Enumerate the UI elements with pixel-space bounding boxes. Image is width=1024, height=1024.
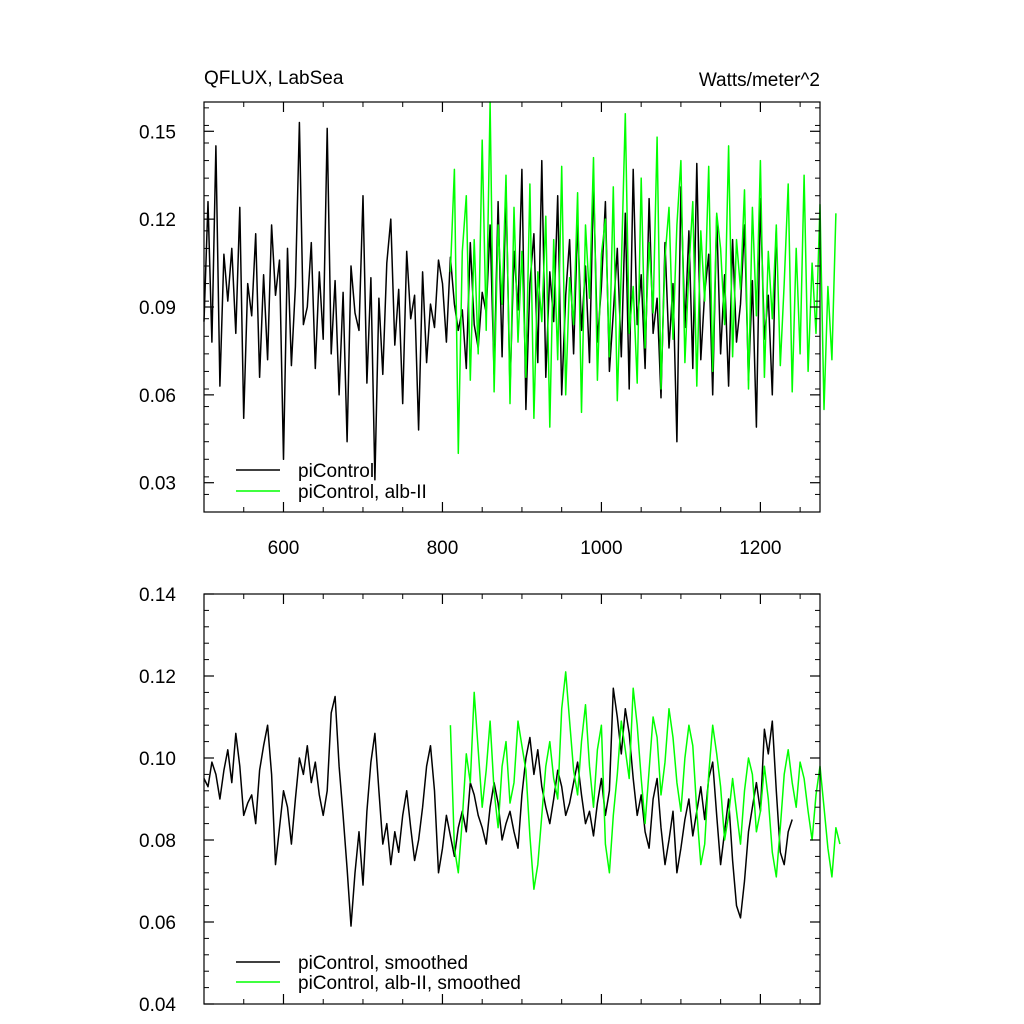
x-tick-label: 1000 — [580, 538, 622, 559]
y-tick-label: 0.03 — [139, 474, 176, 495]
x-tick-label: 600 — [268, 538, 300, 559]
y-tick-label: 0.04 — [139, 995, 176, 1016]
series-line-piControl — [203, 121, 778, 481]
y-tick-label: 0.15 — [139, 122, 176, 143]
y-tick-label: 0.12 — [139, 667, 176, 688]
top-legend: piControl piControl, alb-II — [236, 461, 427, 503]
top-panel: QFLUX, LabSea Watts/meter^2 0.03 0.06 0.09… — [139, 68, 837, 559]
bottom-legend: piControl, smoothed piControl, alb-II, s… — [236, 953, 521, 994]
y-tick-label: 0.09 — [139, 298, 176, 319]
y-tick-label: 0.12 — [139, 210, 176, 231]
bottom-panel: 0.04 0.06 0.08 0.10 0.12 0.14 piControl, smoo… — [139, 585, 841, 1016]
top-series-group — [203, 101, 837, 481]
y-tick-label: 0.06 — [139, 913, 176, 934]
series-line-alb-II — [449, 101, 837, 455]
series-line-piControl — [203, 687, 793, 927]
chart-title: QFLUX, LabSea — [204, 68, 344, 89]
y-tick-label: 0.14 — [139, 585, 176, 606]
legend-label-piControl: piControl — [298, 461, 374, 482]
x-tick-label: 1200 — [739, 538, 781, 559]
y-tick-label: 0.10 — [139, 749, 176, 770]
top-axis-ticks: 0.03 0.06 0.09 0.12 0.15 600 800 1000 1200 — [139, 102, 820, 559]
y-tick-label: 0.08 — [139, 831, 176, 852]
legend-label-alb-II-smoothed: piControl, alb-II, smoothed — [298, 973, 521, 994]
x-tick-label: 800 — [427, 538, 459, 559]
bottom-series-group — [203, 671, 841, 927]
y-tick-label: 0.06 — [139, 386, 176, 407]
units-label: Watts/meter^2 — [699, 70, 820, 91]
bottom-plot-frame — [203, 593, 821, 1005]
series-line-alb-II — [449, 671, 841, 890]
bottom-axis-ticks: 0.04 0.06 0.08 0.10 0.12 0.14 — [139, 585, 820, 1016]
legend-label-piControl-smoothed: piControl, smoothed — [298, 953, 468, 974]
legend-label-alb-II: piControl, alb-II — [298, 482, 427, 503]
